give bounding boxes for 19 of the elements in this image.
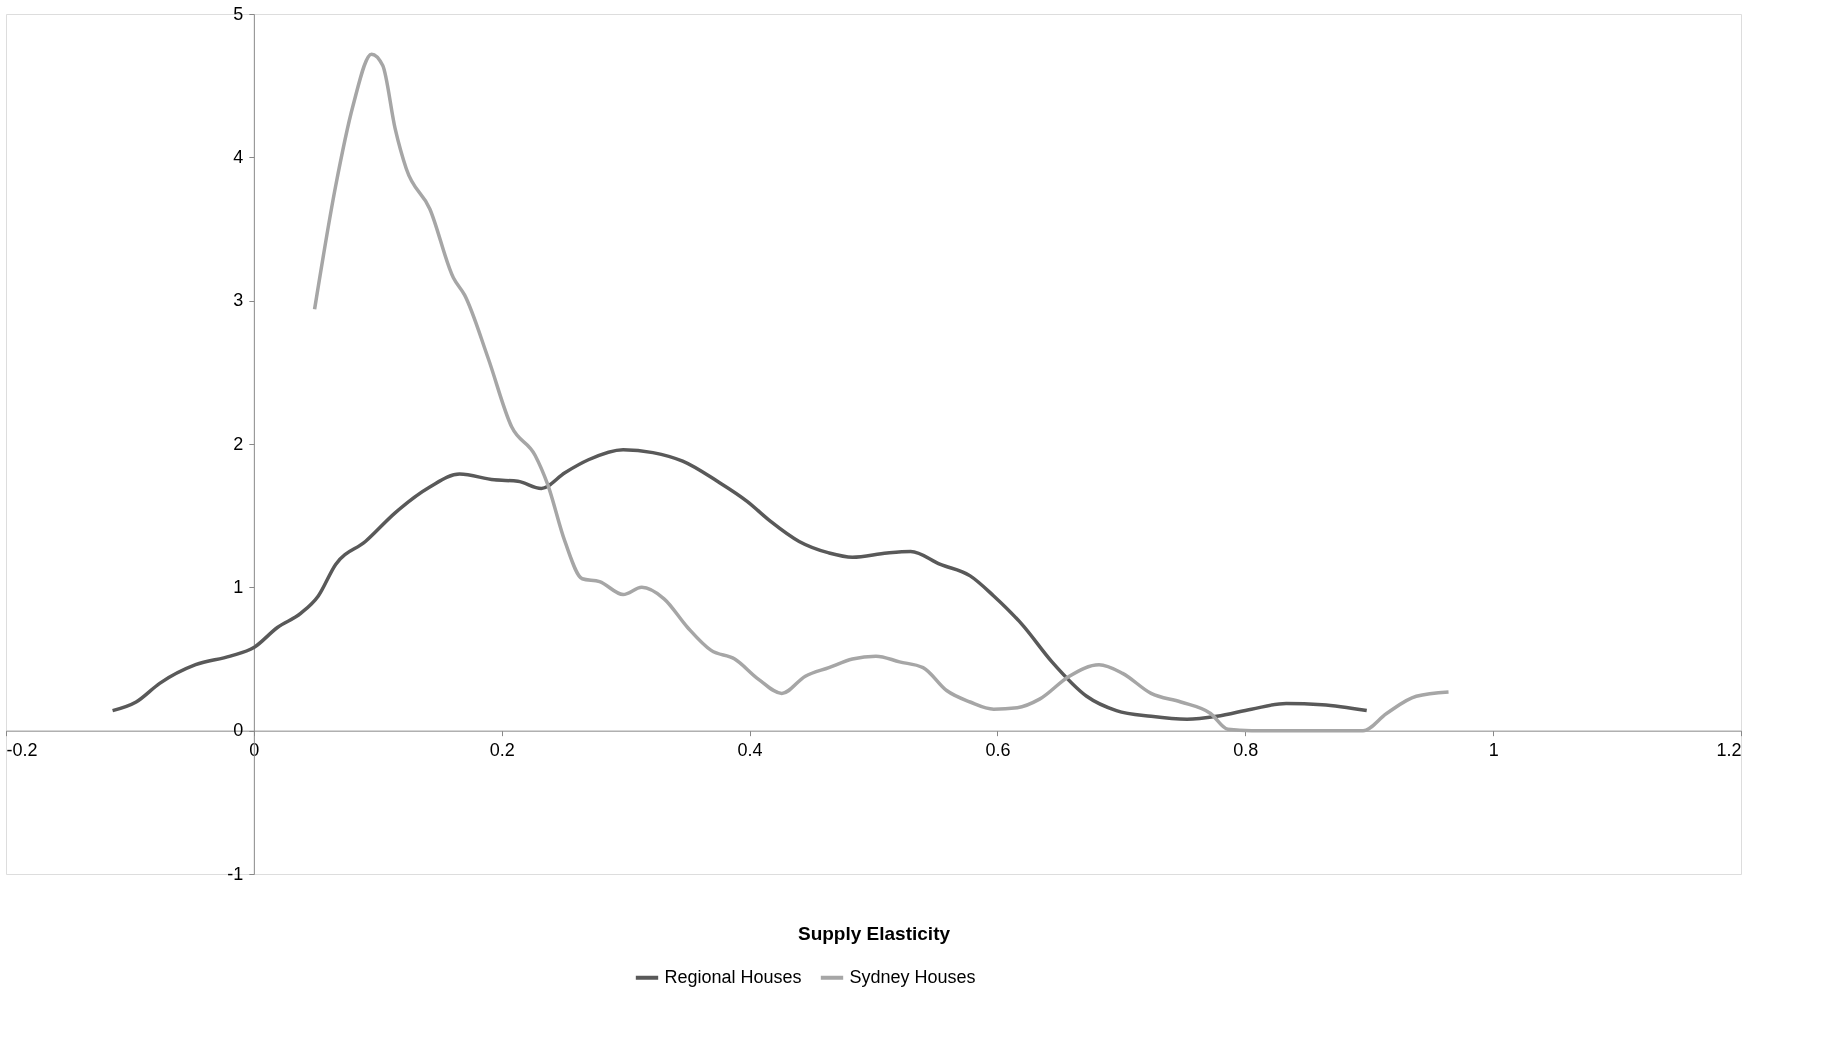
x-axis-title: Supply Elasticity (797, 922, 951, 944)
y-tick-label: 5 (233, 3, 244, 24)
line-series (312, 52, 1451, 733)
y-tick-label: 2 (233, 433, 244, 454)
y-tick-label: 0 (233, 720, 244, 741)
x-tick-label: 1.2 (1716, 740, 1742, 761)
legend-label: Regional Houses (664, 966, 802, 987)
x-tick-label: 0.4 (737, 740, 763, 761)
y-tick-label: 4 (233, 146, 244, 167)
x-tick-label: 0.6 (985, 740, 1011, 761)
x-tick-label: -0.2 (6, 740, 38, 761)
y-tick-label: 1 (233, 576, 244, 597)
x-tick-label: 0.8 (1233, 740, 1259, 761)
y-tick-label: 3 (233, 290, 244, 311)
x-tick-label: 0 (249, 740, 260, 761)
x-tick-label: 0.2 (489, 740, 515, 761)
x-tick-label: 1 (1488, 740, 1499, 761)
legend-label: Sydney Houses (849, 966, 976, 987)
y-tick-label: -1 (227, 863, 244, 884)
